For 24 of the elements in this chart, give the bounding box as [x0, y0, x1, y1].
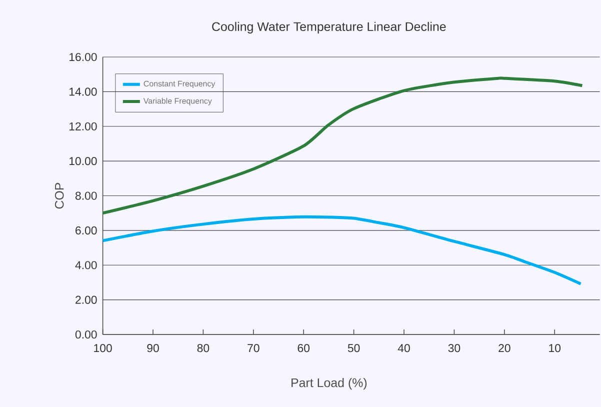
x-tick-label: 20 — [498, 344, 510, 352]
y-tick-label: 8.00 — [75, 192, 97, 200]
line-series — [101, 76, 584, 215]
x-tick-label: 50 — [348, 344, 360, 352]
x-tick-label: 70 — [248, 344, 260, 352]
x-tick-label: 80 — [197, 344, 210, 352]
x-axis-title: Part Load (%) — [292, 378, 367, 390]
x-tick-label: 60 — [298, 344, 310, 352]
y-tick-label: 6.00 — [76, 226, 97, 234]
chart-title: Cooling Water Temperature Linear Decline — [212, 22, 446, 34]
y-tick-label: 0.00 — [75, 330, 97, 339]
x-tick-label: 40 — [398, 344, 410, 352]
y-tick-label: 2.00 — [76, 296, 97, 304]
y-axis-title: COP — [54, 182, 64, 209]
line-series — [101, 215, 582, 286]
x-tick-label: 10 — [549, 344, 561, 352]
y-tick-label: 16.00 — [69, 52, 97, 62]
x-tick-label: 100 — [94, 344, 112, 352]
y-tick-label: 12.00 — [69, 122, 97, 130]
y-tick-label: 10.00 — [69, 157, 97, 166]
y-tick-label: 14.00 — [69, 88, 97, 96]
x-tick-label: 90 — [147, 344, 159, 352]
y-tick-label: 4.00 — [75, 261, 97, 270]
x-tick-label: 30 — [448, 344, 460, 352]
